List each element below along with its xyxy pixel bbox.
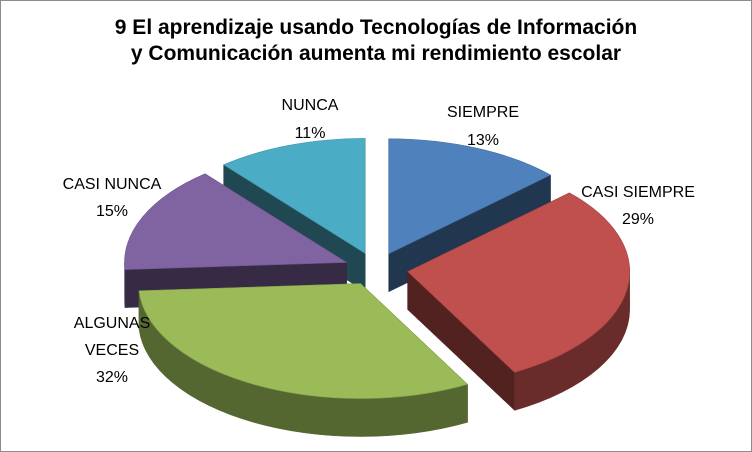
data-label-nunca-name: NUNCA (282, 97, 339, 114)
slice-algunas-veces (138, 282, 469, 437)
data-label-casi-siempre: CASI SIEMPRE 29% (581, 184, 695, 228)
slice-casi-nunca-top (124, 173, 348, 270)
data-label-algunas-veces: ALGUNAS VECES 32% (74, 315, 150, 386)
slice-siempre-top (388, 138, 552, 255)
data-label-algunas-veces-value: 32% (96, 369, 128, 386)
slice-casi-siempre-top (407, 192, 630, 373)
slice-casi-siempre (407, 192, 630, 411)
data-label-casi-siempre-value: 29% (622, 211, 654, 228)
data-label-siempre-value: 13% (467, 132, 499, 149)
data-label-nunca-value: 11% (295, 125, 326, 142)
chart-title-line-1: 9 El aprendizaje usando Tecnologías de I… (114, 16, 638, 39)
data-label-nunca: NUNCA 11% (282, 97, 339, 142)
data-label-siempre: SIEMPRE 13% (447, 104, 519, 149)
chart-title: 9 El aprendizaje usando Tecnologías de I… (1, 15, 751, 67)
data-label-siempre-name: SIEMPRE (447, 104, 519, 121)
data-label-algunas-veces-name: VECES (85, 342, 139, 359)
chart-title-line-2: y Comunicación aumenta mi rendimiento es… (130, 42, 622, 65)
data-label-casi-nunca: CASI NUNCA 15% (63, 176, 162, 220)
data-label-casi-siempre-name: CASI SIEMPRE (581, 184, 695, 201)
data-label-algunas-veces-name: ALGUNAS (74, 315, 150, 332)
data-label-casi-nunca-value: 15% (96, 203, 128, 220)
data-label-casi-nunca-name: CASI NUNCA (63, 176, 162, 193)
slice-algunas-veces-top (138, 283, 469, 399)
slice-nunca-top (222, 138, 366, 254)
